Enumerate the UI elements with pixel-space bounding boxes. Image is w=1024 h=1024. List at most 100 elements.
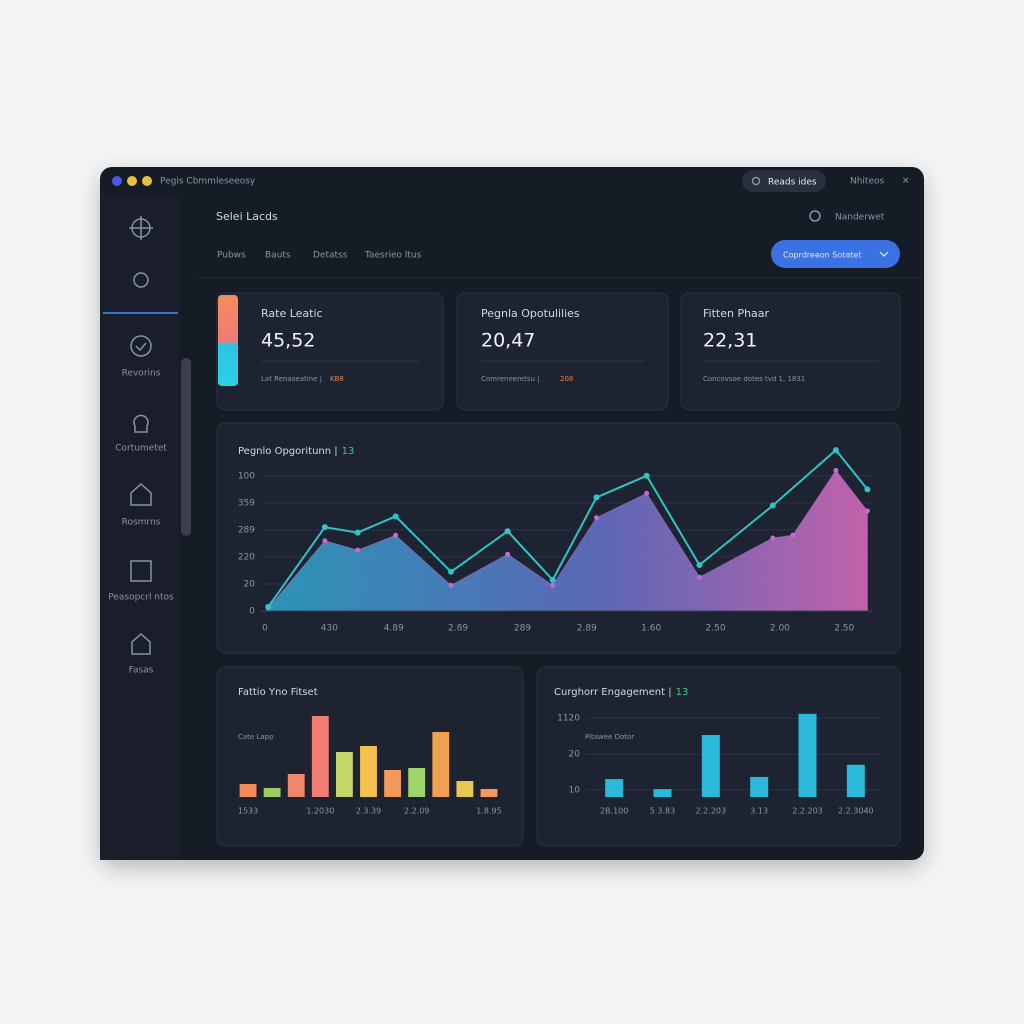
- close-icon[interactable]: ✕: [902, 177, 910, 187]
- point: [833, 467, 839, 473]
- scrollbar[interactable]: [181, 358, 191, 536]
- bar: [408, 768, 426, 797]
- bar: [456, 781, 474, 797]
- bar: [384, 770, 402, 797]
- kpi-note-accent: KB8: [330, 375, 344, 383]
- chart-title: Curghorr Engagement |: [554, 687, 672, 698]
- point: [321, 524, 328, 531]
- bar: [432, 732, 450, 797]
- x-tick-label: 2.2.203: [696, 807, 727, 816]
- bar: [701, 735, 720, 797]
- kpi-value: 20,47: [481, 330, 535, 352]
- tab[interactable]: Taesrieo ltus: [364, 251, 422, 261]
- nav-label[interactable]: Peasopcrl ntos: [108, 593, 174, 603]
- kpi-note: Concovsoe dotes tvd 1, 1831: [703, 375, 805, 383]
- primary-button[interactable]: [771, 240, 900, 268]
- x-tick-label: 2.3.39: [356, 807, 381, 816]
- point: [550, 582, 556, 588]
- point: [392, 513, 399, 520]
- icon: [129, 216, 153, 240]
- point: [448, 582, 454, 588]
- kpi-accent: [218, 295, 238, 386]
- bar: [287, 774, 305, 797]
- bar: [605, 779, 624, 797]
- account[interactable]: Nanderwet: [835, 213, 885, 223]
- point: [393, 532, 399, 538]
- chevron: [879, 251, 889, 257]
- x-tick-label: 289: [514, 624, 531, 634]
- point: [790, 532, 796, 538]
- x-tick-label: 0: [262, 624, 268, 634]
- nav-label[interactable]: Cortumetet: [115, 444, 167, 454]
- kpi-note: Lat Renaseatine |: [261, 375, 322, 383]
- point: [549, 576, 556, 583]
- window-title: Pegis Cbmmleseeosy: [160, 177, 256, 187]
- x-tick-label: 5.3.83: [650, 807, 675, 816]
- icon[interactable]: [131, 632, 151, 655]
- y-tick-label: 289: [238, 525, 255, 535]
- nav-label[interactable]: Revorins: [122, 369, 161, 379]
- bar: [653, 789, 672, 797]
- tab[interactable]: Detatss: [313, 251, 348, 261]
- search-icon: [751, 176, 761, 186]
- x-tick-label: 2.89: [577, 624, 597, 634]
- icon[interactable]: [133, 414, 149, 433]
- point: [322, 538, 328, 544]
- bar: [335, 752, 353, 797]
- kpi-value: 22,31: [703, 330, 757, 352]
- chart-badge: 13: [676, 687, 689, 698]
- point: [593, 515, 599, 521]
- window-dot[interactable]: [112, 176, 122, 186]
- search-icon[interactable]: [809, 210, 821, 222]
- bar: [798, 713, 817, 797]
- bar: [360, 746, 377, 797]
- y-tick-label: 100: [238, 471, 255, 481]
- x-tick-label: 1.8.95: [476, 807, 501, 816]
- y-tick-label: 20: [569, 750, 581, 760]
- bar: [750, 776, 769, 797]
- chart-title: Pegnlo Opgoritunn |: [238, 446, 338, 457]
- point: [864, 508, 870, 514]
- point: [265, 603, 272, 610]
- x-tick-label: 4.89: [384, 624, 404, 634]
- nav-label[interactable]: Fasas: [129, 666, 154, 676]
- y-tick-label: 0: [249, 607, 255, 617]
- user-name[interactable]: Nhiteos: [850, 177, 885, 187]
- kpi-card: [456, 292, 669, 411]
- point: [864, 486, 871, 493]
- y-tick-label: 359: [238, 498, 255, 508]
- point: [644, 490, 650, 496]
- x-tick-label: 2.00: [770, 624, 790, 634]
- point: [832, 447, 839, 454]
- icon[interactable]: [130, 482, 152, 506]
- nav-label[interactable]: Rosmrns: [122, 518, 161, 528]
- x-tick-label: 2.89: [448, 624, 468, 634]
- window-dot[interactable]: [142, 176, 152, 186]
- x-tick-label: 2.2.09: [404, 807, 429, 816]
- icon: [135, 342, 147, 352]
- y-tick-label: 1120: [557, 714, 580, 724]
- tab[interactable]: Bauts: [265, 251, 291, 261]
- bar: [239, 784, 257, 797]
- point: [643, 472, 650, 479]
- icon[interactable]: [130, 560, 152, 582]
- button-label: Coprdreeon Sotatet: [783, 251, 861, 260]
- chart-subtitle: Pitawee Dotor: [585, 733, 634, 741]
- y-tick-label: 20: [244, 579, 256, 589]
- x-tick-label: 1533: [238, 807, 258, 816]
- point: [448, 568, 455, 575]
- kpi-label: Fitten Phaar: [703, 307, 770, 320]
- search-box[interactable]: [742, 170, 826, 192]
- window-dot[interactable]: [127, 176, 137, 186]
- chart-badge: 13: [342, 446, 355, 457]
- x-tick-label: 3.13: [750, 807, 768, 816]
- x-tick-label: 2.2.3040: [838, 807, 874, 816]
- kpi-note-accent: 208: [560, 375, 573, 383]
- y-tick-label: 220: [238, 552, 255, 562]
- bar: [263, 788, 281, 797]
- icon[interactable]: [130, 335, 152, 357]
- point: [769, 502, 776, 509]
- tab[interactable]: Pubws: [217, 251, 246, 261]
- icon[interactable]: [133, 272, 149, 288]
